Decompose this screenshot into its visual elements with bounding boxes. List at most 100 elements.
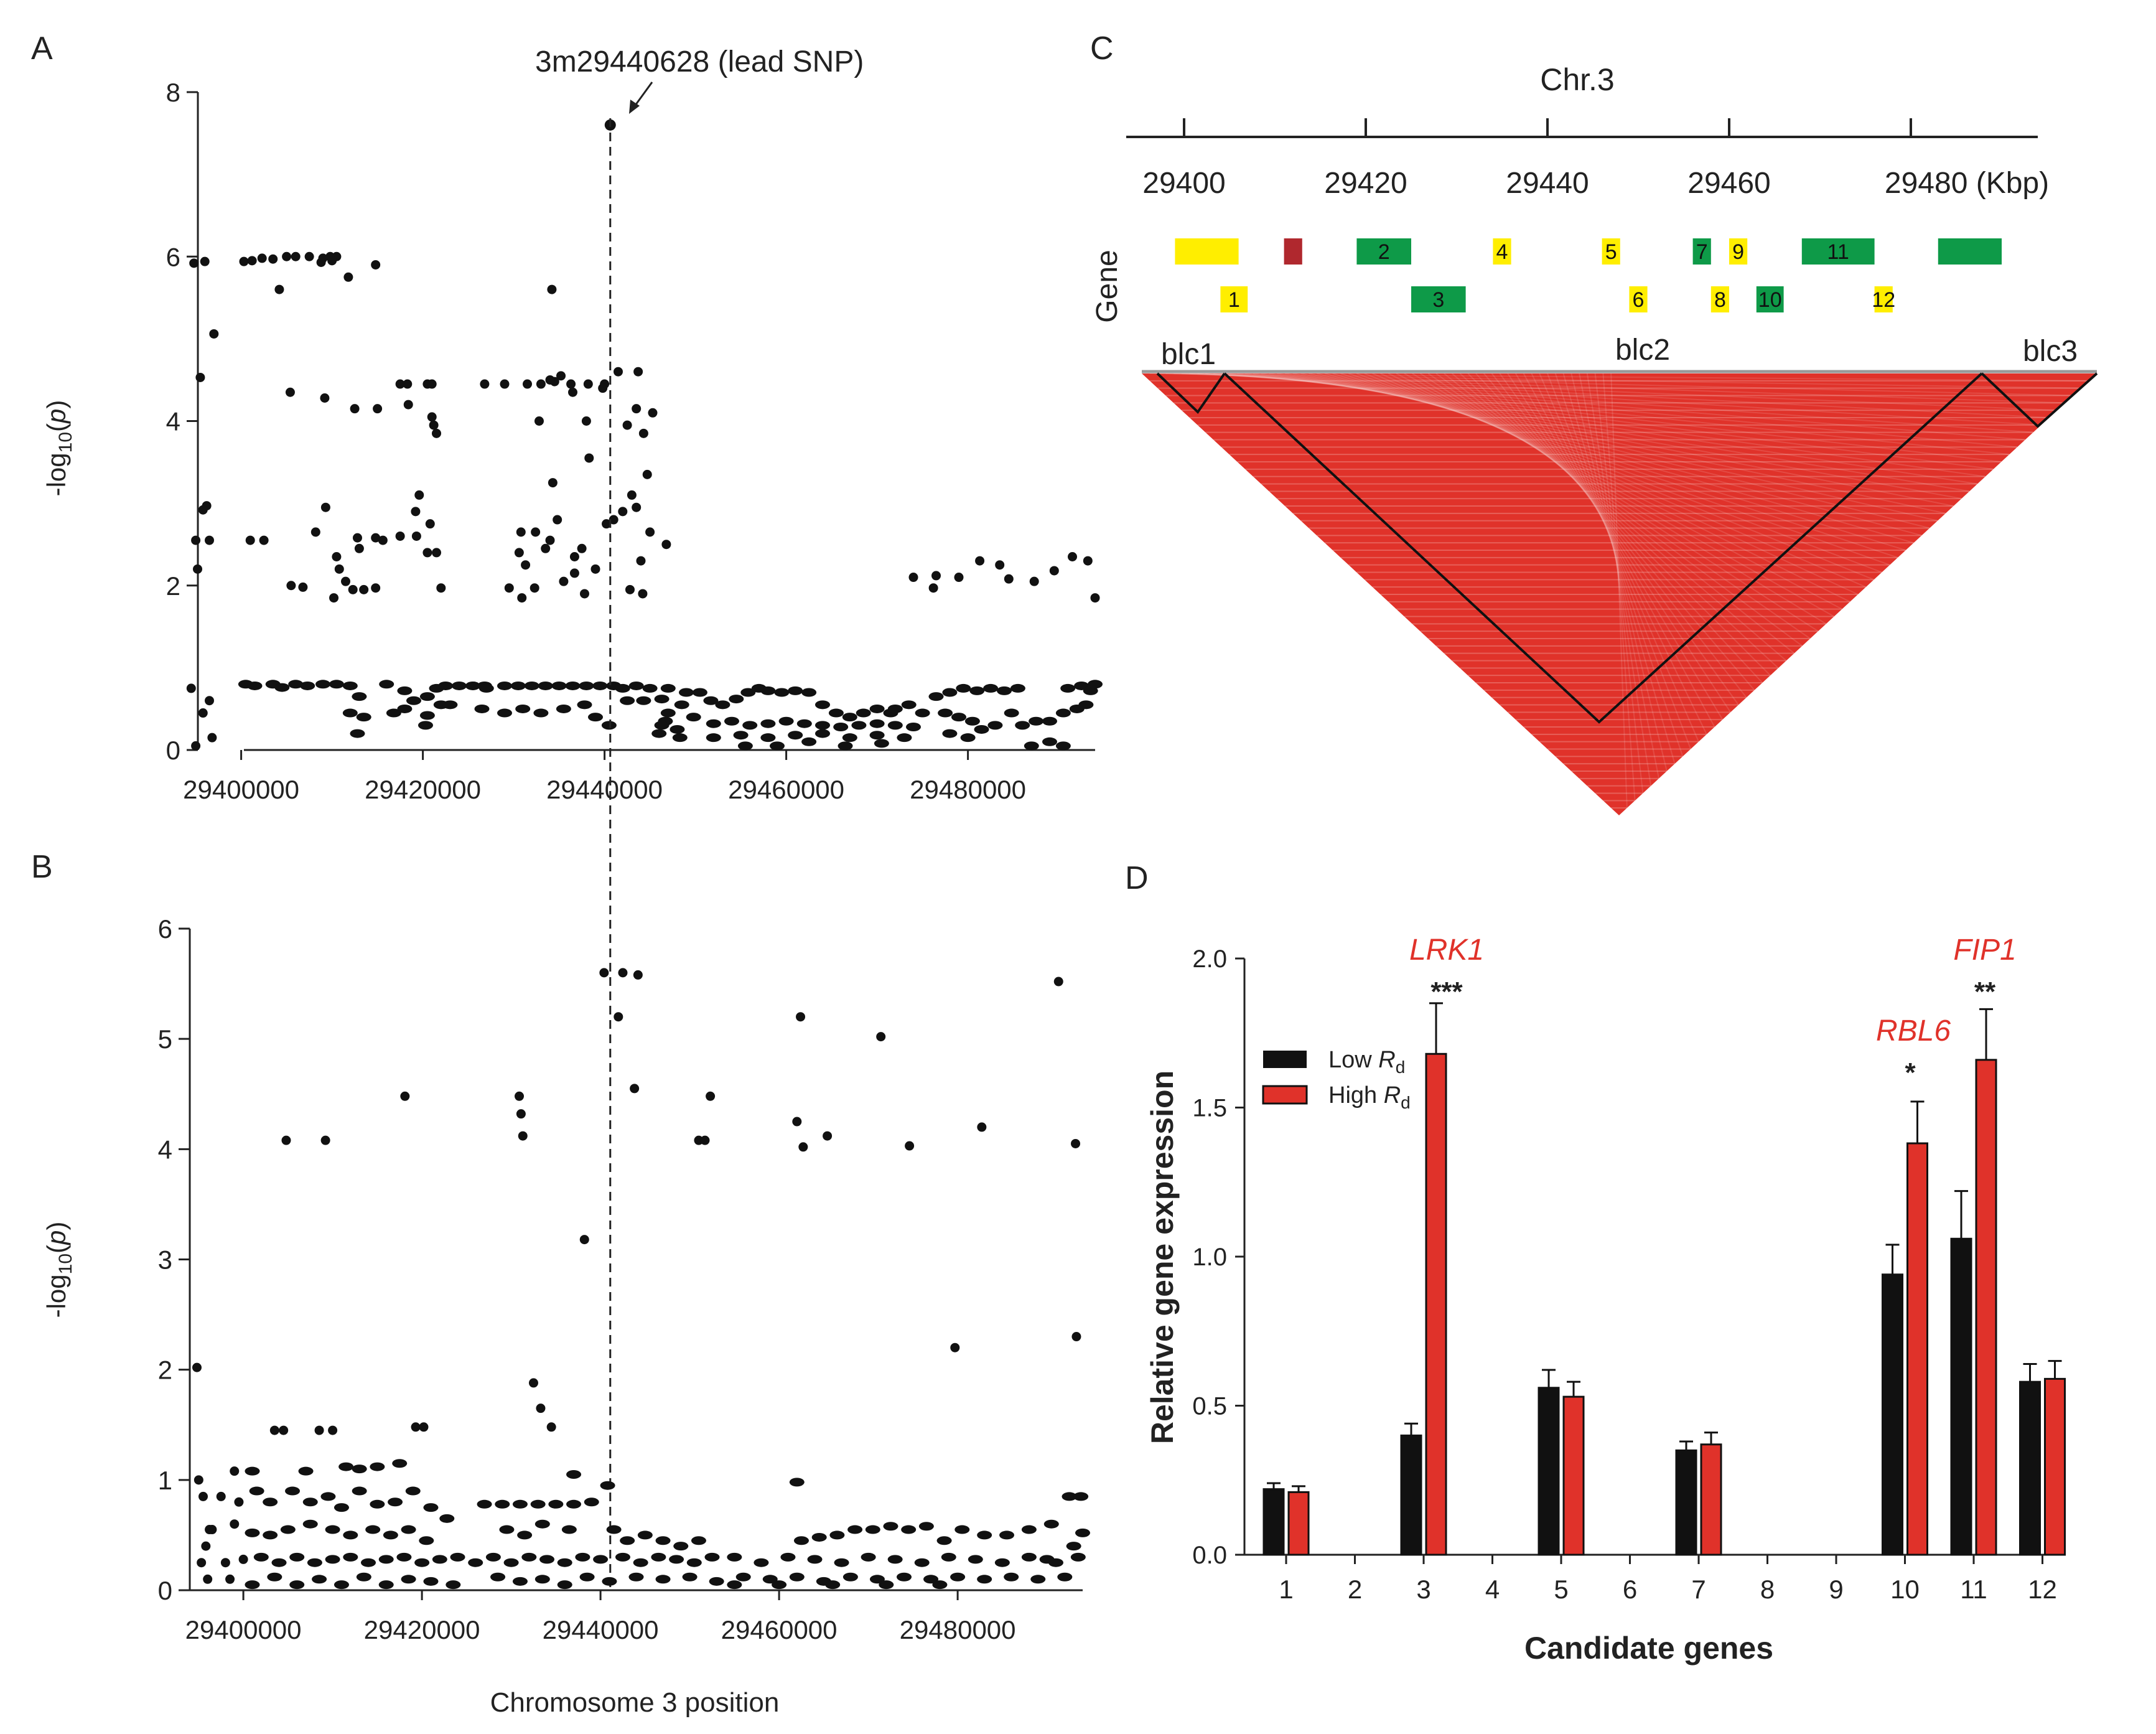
snp-point — [419, 1422, 429, 1432]
snp-point — [388, 1497, 403, 1507]
snp-point — [627, 490, 637, 500]
snp-point — [536, 379, 546, 389]
snp-point — [247, 256, 257, 266]
snp-point — [737, 741, 753, 751]
ld-texture-line — [1261, 373, 1978, 485]
snp-point — [887, 704, 903, 713]
y-tick-label: 4 — [158, 1135, 172, 1164]
snp-point — [291, 251, 301, 261]
snp-point — [225, 1574, 235, 1584]
snp-point — [997, 686, 1012, 695]
snp-point — [575, 1552, 590, 1562]
snp-point — [371, 533, 381, 543]
y-ticks-d: 0.0 0.5 1.0 1.5 2.0 — [1192, 945, 1244, 1569]
annotations-d: LRK1 *** RBL6 * FIP1 ** — [1409, 934, 2017, 1088]
y-tick-label: 0.5 — [1192, 1393, 1227, 1420]
ld-texture-line — [1491, 373, 1747, 698]
ld-texture-line — [1269, 373, 1970, 492]
gene-number-label: 3 — [1432, 288, 1444, 312]
snp-point — [334, 1580, 349, 1590]
scale-tick-label: 29400 — [1142, 167, 1225, 200]
snp-point — [352, 533, 362, 543]
snp-point — [590, 564, 600, 574]
snp-point — [553, 515, 562, 525]
snp-point — [838, 741, 853, 751]
snp-point — [432, 428, 441, 438]
bar-high-rd — [1287, 1491, 1310, 1556]
bar-low-rd — [1538, 1387, 1560, 1556]
snp-point — [583, 379, 593, 389]
snp-point — [343, 272, 353, 282]
snp-point — [234, 1497, 244, 1507]
ld-texture-line — [1594, 373, 1644, 794]
snp-point — [338, 1462, 354, 1471]
ld-texture-line — [1356, 373, 1882, 573]
snp-point — [942, 729, 958, 738]
snp-point — [792, 1117, 802, 1127]
snp-point — [618, 507, 628, 517]
snp-point — [861, 1552, 876, 1562]
gene-number-label: 8 — [1714, 288, 1726, 312]
snp-point — [995, 560, 1005, 570]
y-tick-label: 1.0 — [1192, 1244, 1227, 1271]
y-tick-label: 0.0 — [1192, 1542, 1227, 1569]
y-tick-label: 1 — [158, 1466, 172, 1495]
legend-d: Low Rd High Rd — [1262, 1047, 1411, 1112]
gene-box — [1220, 286, 1248, 312]
snp-point — [515, 1091, 525, 1101]
snp-point — [395, 531, 405, 541]
snp-point — [432, 1555, 447, 1564]
snp-point — [1071, 1332, 1081, 1342]
snp-point — [601, 721, 617, 730]
snp-point — [642, 469, 652, 479]
panel-d: D Relative gene expression 0.0 0.5 1.0 1.5 2… — [1125, 860, 2066, 1666]
snp-point — [356, 713, 371, 722]
snp-point — [670, 724, 685, 734]
snp-point — [923, 1575, 939, 1584]
ld-texture-line — [1364, 373, 1874, 581]
snp-point — [405, 1486, 421, 1496]
chr-label: Chr.3 — [1540, 62, 1615, 97]
snp-point — [531, 527, 541, 537]
snp-point — [350, 404, 360, 414]
snp-point — [334, 564, 344, 574]
ld-texture-line — [1602, 373, 1636, 801]
gene-axis-label: Gene — [1091, 250, 1124, 322]
snp-point — [651, 1552, 666, 1562]
snp-point — [579, 1572, 595, 1582]
snp-point — [512, 1577, 528, 1586]
gene-annotation-rbl6: RBL6 — [1876, 1015, 1951, 1047]
snp-point — [354, 543, 364, 553]
snp-point — [579, 589, 589, 599]
legend-label-low: Low Rd — [1328, 1047, 1405, 1077]
panel-letter-d: D — [1125, 860, 1149, 896]
snp-point — [557, 1558, 572, 1567]
snp-point — [1068, 552, 1077, 562]
snp-point — [320, 393, 330, 403]
x-tick-label: 29460000 — [728, 775, 844, 804]
snp-point — [414, 1558, 430, 1567]
snp-point — [847, 1525, 863, 1534]
snp-point — [828, 708, 844, 718]
y-ticks-a: 0 2 4 6 8 — [166, 78, 198, 765]
snp-point — [536, 1404, 546, 1413]
snp-point — [633, 1558, 648, 1567]
gene-box — [1756, 286, 1784, 312]
ld-texture-line — [1174, 373, 2065, 404]
ld-triangle — [1142, 373, 2097, 815]
snp-point — [397, 686, 413, 695]
ld-texture-line — [1237, 373, 2002, 462]
snp-point — [263, 1530, 278, 1540]
ld-texture-line — [1451, 373, 1787, 662]
bar-low-rd — [1400, 1434, 1422, 1556]
snp-point — [842, 713, 857, 722]
x-tick-label: 29420000 — [364, 1615, 480, 1644]
snp-point — [438, 681, 454, 690]
snp-point — [403, 400, 413, 410]
x-tick-label: 11 — [1960, 1575, 1987, 1604]
chr-scale-ticks: 29400 29420 29440 29460 29480 (Kbp) — [1142, 118, 2049, 200]
snp-point — [285, 1486, 301, 1496]
snp-point — [829, 1530, 845, 1540]
snp-point — [727, 1580, 742, 1590]
snp-point — [568, 387, 577, 397]
